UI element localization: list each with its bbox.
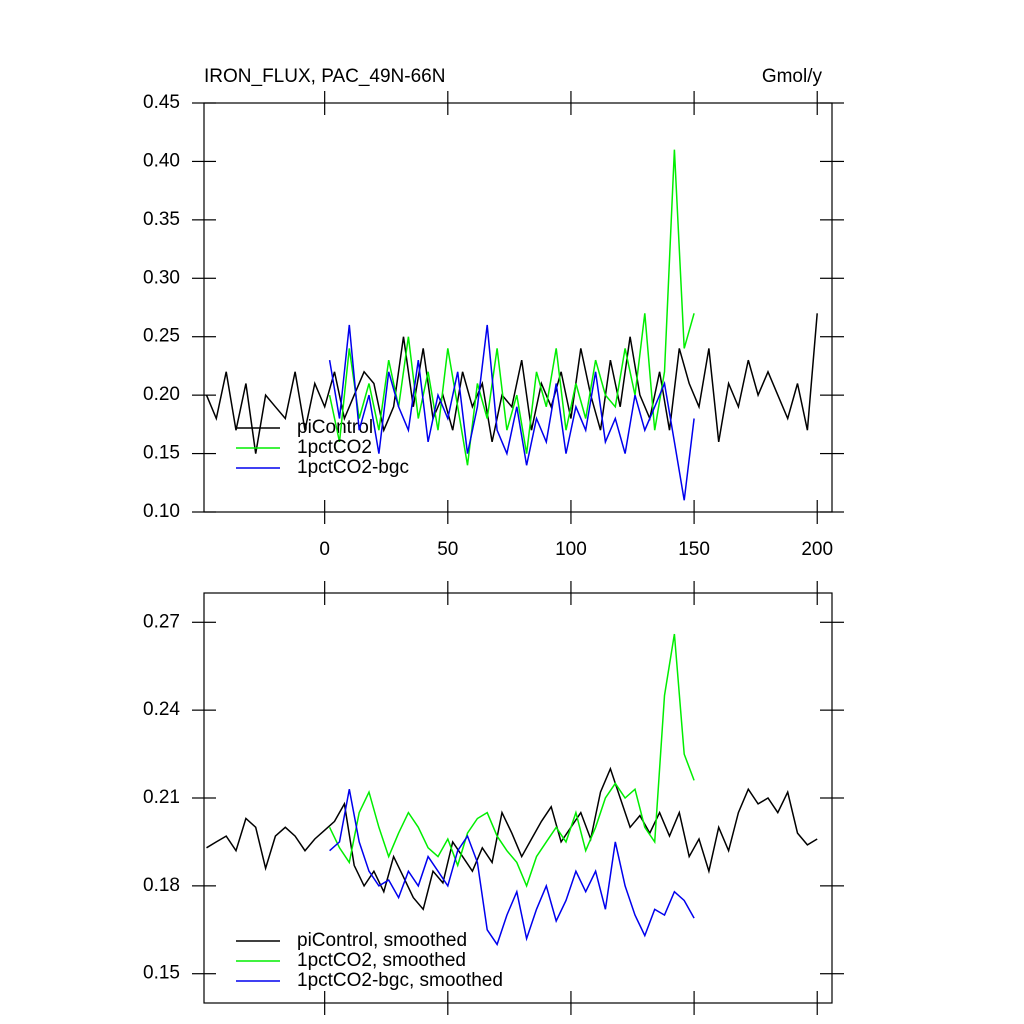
y-tick-label: 0.10 <box>143 501 180 522</box>
y-tick-label: 0.40 <box>143 150 180 171</box>
legend-label: 1pctCO2-bgc, smoothed <box>297 970 503 991</box>
y-tick-label: 0.35 <box>143 209 180 230</box>
series-line <box>328 149 695 466</box>
x-tick-label: 150 <box>678 539 710 560</box>
legend-label: 1pctCO2-bgc <box>297 457 409 478</box>
y-tick-label: 0.27 <box>143 611 180 632</box>
y-tick-label: 0.45 <box>143 92 180 113</box>
plot-frame <box>203 102 833 513</box>
x-tick-label: 0 <box>319 539 330 560</box>
y-tick-label: 0.25 <box>143 326 180 347</box>
legend-label: piControl <box>297 417 373 438</box>
units-label: Gmol/y <box>762 66 823 87</box>
legend-label: 1pctCO2 <box>297 437 372 458</box>
legend-label: 1pctCO2, smoothed <box>297 950 466 971</box>
y-tick-label: 0.30 <box>143 267 180 288</box>
y-tick-label: 0.21 <box>143 787 180 808</box>
x-tick-label: 200 <box>801 539 833 560</box>
legend-label: piControl, smoothed <box>297 930 467 951</box>
y-tick-label: 0.18 <box>143 875 180 896</box>
series-line <box>206 766 818 911</box>
series-line <box>328 633 695 889</box>
x-tick-label: 50 <box>437 539 458 560</box>
x-tick-label: 100 <box>555 539 587 560</box>
y-tick-label: 0.15 <box>143 963 180 984</box>
y-tick-label: 0.20 <box>143 384 180 405</box>
y-tick-label: 0.15 <box>143 443 180 464</box>
series-line <box>329 789 695 947</box>
chart-title: IRON_FLUX, PAC_49N-66N <box>204 66 445 87</box>
series-line <box>328 324 695 501</box>
y-tick-label: 0.24 <box>143 699 180 720</box>
series-line <box>205 313 818 454</box>
